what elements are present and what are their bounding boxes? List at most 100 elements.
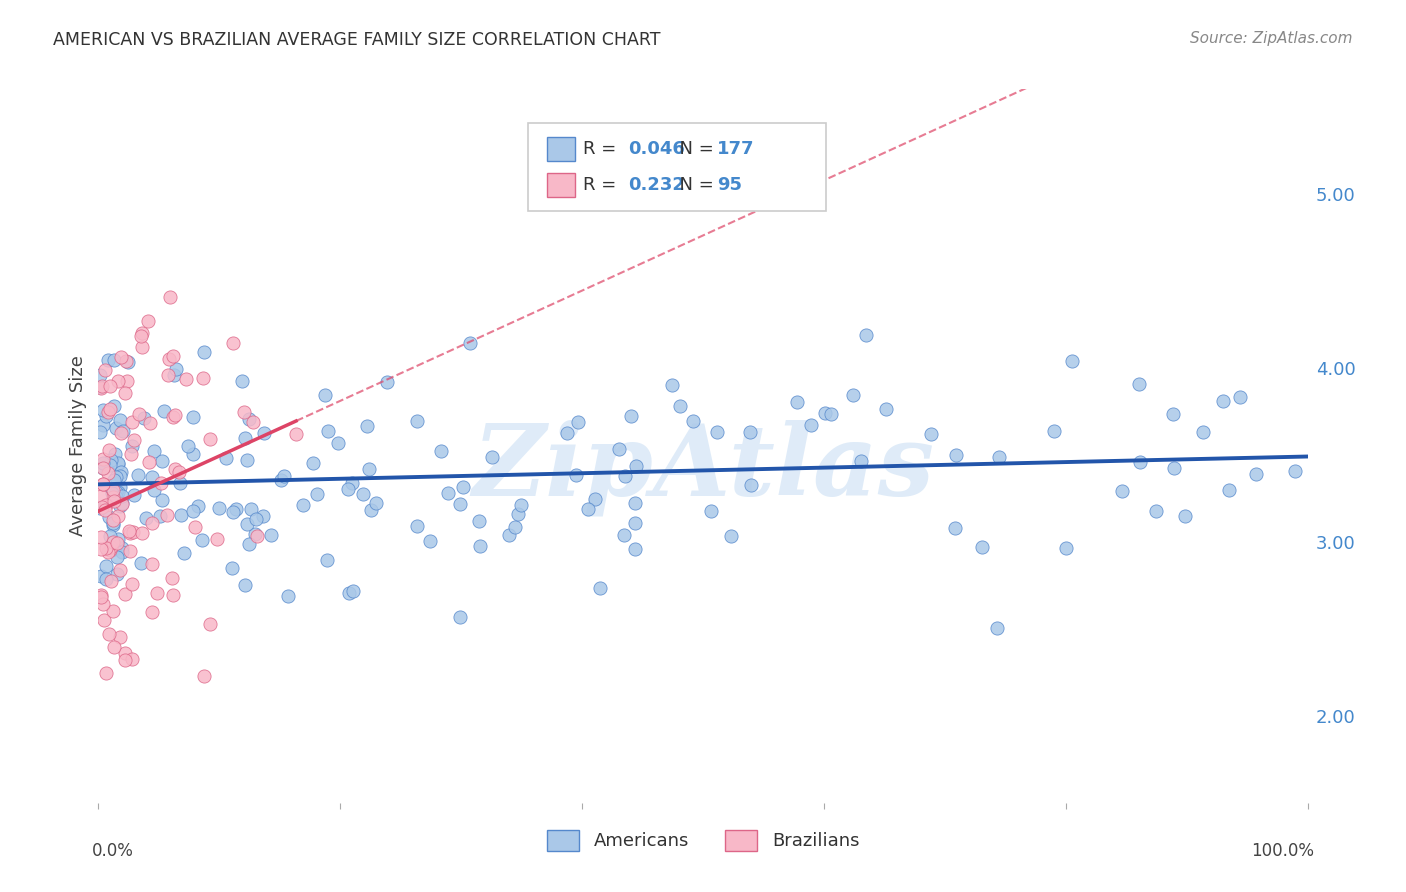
Point <box>148 508 170 523</box>
Point <box>193 668 215 682</box>
Text: 0.0%: 0.0% <box>93 842 134 860</box>
Point <box>208 500 231 515</box>
Point <box>238 537 260 551</box>
Point <box>139 416 162 430</box>
Point <box>107 374 129 388</box>
Point <box>93 460 115 475</box>
Point <box>100 574 122 589</box>
Point <box>430 444 453 458</box>
Point <box>110 350 132 364</box>
Point <box>118 524 141 539</box>
Point <box>624 516 647 531</box>
Point <box>243 526 266 541</box>
Point <box>90 379 112 393</box>
Point <box>841 387 863 401</box>
Point <box>240 502 263 516</box>
Point <box>150 492 173 507</box>
Point <box>91 476 114 491</box>
Point <box>111 545 134 559</box>
Point <box>233 405 256 419</box>
Point <box>131 526 153 541</box>
Point <box>89 368 111 382</box>
Point <box>607 442 630 456</box>
Point <box>510 498 533 512</box>
Point <box>406 414 429 428</box>
Point <box>98 442 121 457</box>
Point <box>169 475 191 490</box>
Point <box>110 465 132 479</box>
Point <box>458 336 481 351</box>
Point <box>233 578 256 592</box>
Point <box>307 487 329 501</box>
Point <box>1284 464 1306 478</box>
Point <box>114 646 136 660</box>
Point <box>91 417 114 432</box>
Point <box>613 528 636 542</box>
Text: 177: 177 <box>717 140 755 158</box>
Point <box>105 536 128 550</box>
Text: N =: N = <box>668 140 720 158</box>
Point <box>1163 460 1185 475</box>
Point <box>108 500 131 514</box>
Point <box>149 475 172 490</box>
Point <box>90 500 112 514</box>
Text: R =: R = <box>583 177 623 194</box>
Point <box>121 415 143 429</box>
Point <box>225 502 247 516</box>
Point <box>94 541 117 556</box>
Point <box>1174 508 1197 523</box>
Point <box>111 541 134 555</box>
Point <box>98 379 121 393</box>
Y-axis label: Average Family Size: Average Family Size <box>69 356 87 536</box>
Point <box>103 353 125 368</box>
Point <box>1244 467 1267 482</box>
Point <box>277 589 299 603</box>
Point <box>89 500 111 515</box>
Point <box>103 541 125 556</box>
Point <box>820 407 842 421</box>
Point <box>98 529 121 543</box>
Text: 0.232: 0.232 <box>628 177 685 194</box>
Point <box>585 491 607 506</box>
Point <box>316 553 339 567</box>
Point <box>121 525 143 540</box>
Point <box>103 493 125 508</box>
Point <box>314 388 336 402</box>
Point <box>107 509 129 524</box>
Point <box>316 424 339 438</box>
Point <box>114 386 136 401</box>
Point <box>93 613 115 627</box>
Point <box>222 505 245 519</box>
Point <box>97 353 120 368</box>
Point <box>183 410 205 425</box>
Point <box>165 361 187 376</box>
Point <box>419 533 441 548</box>
Point <box>624 458 647 473</box>
Point <box>205 532 228 546</box>
Point <box>233 431 256 445</box>
Point <box>160 571 183 585</box>
Point <box>589 581 612 595</box>
Point <box>800 418 823 433</box>
Legend: Americans, Brazilians: Americans, Brazilians <box>540 822 866 858</box>
Point <box>564 468 586 483</box>
Point <box>110 469 132 483</box>
Point <box>503 519 526 533</box>
Point <box>238 412 260 426</box>
Point <box>122 488 145 502</box>
Text: Source: ZipAtlas.com: Source: ZipAtlas.com <box>1189 31 1353 46</box>
Point <box>91 476 114 491</box>
Point <box>141 606 163 620</box>
Point <box>1192 425 1215 439</box>
Point <box>1129 455 1152 469</box>
Point <box>143 483 166 497</box>
Point <box>107 456 129 470</box>
Point <box>555 425 578 440</box>
Point <box>875 402 897 417</box>
Point <box>136 314 159 328</box>
Point <box>337 482 360 496</box>
Point <box>114 587 136 601</box>
Point <box>101 483 124 498</box>
Point <box>786 395 808 409</box>
Point <box>103 491 125 505</box>
